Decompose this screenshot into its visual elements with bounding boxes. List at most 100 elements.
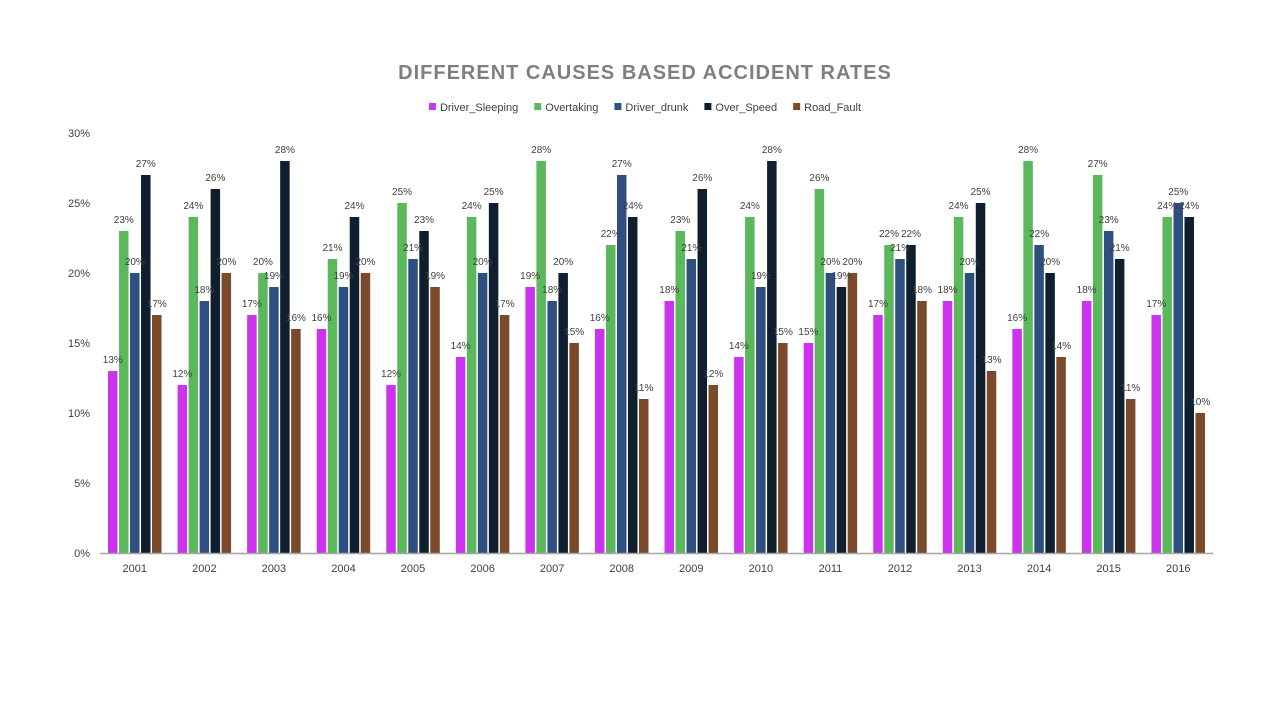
x-tick-label: 2004: [331, 563, 355, 575]
x-axis: 2001 2002 2003 2004 2005 2006 2007 2008 2009 2010…: [123, 563, 1191, 575]
data-label: 23%: [114, 215, 134, 226]
data-label: 20%: [355, 257, 375, 268]
data-label: 21%: [403, 243, 423, 254]
bar: [594, 329, 605, 553]
data-label: 12%: [703, 369, 723, 380]
data-label: 20%: [216, 257, 236, 268]
bar: [488, 203, 499, 553]
y-tick-label: 20%: [68, 268, 90, 280]
data-label: 19%: [751, 271, 771, 282]
bar: [280, 161, 290, 553]
bar: [547, 301, 557, 553]
bar: [756, 287, 766, 553]
bar: [1125, 399, 1136, 553]
data-label: 16%: [590, 313, 610, 324]
bar: [1012, 329, 1022, 553]
bar: [873, 315, 883, 553]
bar: [627, 217, 638, 553]
data-label: 14%: [451, 341, 471, 352]
data-label: 25%: [1168, 187, 1188, 198]
data-label: 24%: [344, 201, 364, 212]
data-label: 16%: [286, 313, 306, 324]
y-tick-label: 15%: [68, 338, 90, 350]
data-label: 26%: [809, 173, 829, 184]
bar: [638, 399, 649, 553]
data-label: 25%: [392, 187, 412, 198]
bar: [327, 259, 338, 553]
data-label: 24%: [740, 201, 760, 212]
x-tick-label: 2002: [192, 563, 216, 575]
legend-label: Over_Speed: [715, 102, 777, 114]
data-label: 18%: [542, 285, 562, 296]
data-label: 28%: [1018, 145, 1038, 156]
bar: [199, 301, 210, 553]
bar: [1056, 357, 1066, 553]
data-label: 19%: [264, 271, 284, 282]
data-label: 18%: [659, 285, 679, 296]
data-label: 18%: [1077, 285, 1097, 296]
data-label: 24%: [949, 201, 969, 212]
legend-item: Road_Fault: [793, 102, 861, 114]
x-tick-label: 2011: [819, 563, 843, 575]
bar: [675, 231, 686, 553]
bar: [953, 217, 964, 553]
bar: [247, 315, 257, 553]
x-tick-label: 2001: [123, 563, 147, 575]
data-label: 10%: [1190, 397, 1210, 408]
bar: [1195, 413, 1205, 553]
x-tick-label: 2015: [1096, 563, 1120, 575]
bar: [188, 217, 199, 553]
legend-swatch: [534, 103, 542, 110]
data-label: 26%: [692, 173, 712, 184]
bar: [152, 315, 162, 553]
bar: [1034, 245, 1044, 553]
data-label: 11%: [634, 383, 653, 394]
x-tick-label: 2003: [262, 563, 286, 575]
x-tick-label: 2013: [957, 563, 981, 575]
data-label: 17%: [242, 299, 262, 310]
x-tick-label: 2005: [401, 563, 425, 575]
bar: [767, 161, 777, 553]
bar: [895, 259, 905, 553]
x-tick-label: 2006: [470, 563, 494, 575]
data-label: 23%: [414, 215, 434, 226]
data-label: 15%: [564, 327, 584, 338]
data-label: 28%: [275, 145, 295, 156]
data-label: 24%: [462, 201, 482, 212]
bar: [778, 343, 788, 553]
legend-swatch: [793, 103, 801, 110]
bar: [1081, 301, 1092, 553]
bar: [847, 273, 858, 553]
x-tick-label: 2012: [888, 563, 912, 575]
bar: [1103, 231, 1114, 553]
bar: [455, 357, 466, 553]
data-label: 20%: [553, 257, 573, 268]
data-label: 16%: [311, 313, 331, 324]
data-label: 16%: [1007, 313, 1027, 324]
data-label: 20%: [125, 257, 145, 268]
bar: [119, 231, 129, 553]
data-label: 26%: [205, 173, 225, 184]
bar: [360, 273, 371, 553]
bar: [836, 287, 847, 553]
data-label: 17%: [868, 299, 888, 310]
data-label: 22%: [1029, 229, 1049, 240]
bar: [1092, 175, 1103, 553]
bar: [177, 385, 188, 553]
x-tick-label: 2009: [679, 563, 703, 575]
bar: [1151, 315, 1161, 553]
legend-swatch: [614, 103, 622, 110]
data-label: 22%: [601, 229, 621, 240]
data-label: 18%: [938, 285, 958, 296]
x-tick-label: 2014: [1027, 563, 1051, 575]
data-label: 23%: [670, 215, 690, 226]
bar: [419, 231, 429, 553]
bar: [708, 385, 719, 553]
data-label: 24%: [183, 201, 203, 212]
data-label: 17%: [147, 299, 167, 310]
data-label: 11%: [1121, 383, 1140, 394]
y-tick-label: 30%: [68, 128, 90, 140]
data-label: 20%: [820, 257, 840, 268]
data-label: 20%: [960, 257, 980, 268]
